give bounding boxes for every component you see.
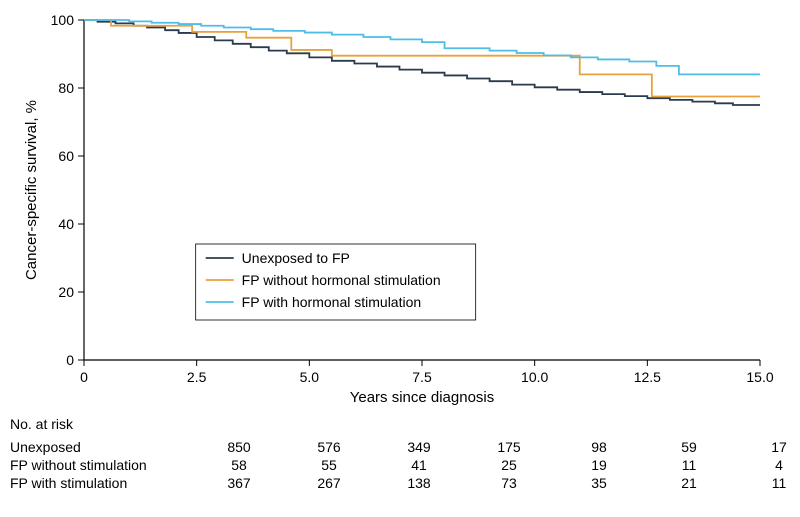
risk-cell: 367 [194, 474, 284, 492]
risk-cell: 59 [644, 438, 734, 456]
risk-table-header: No. at risk [10, 416, 790, 432]
y-tick-label: 20 [58, 284, 74, 300]
risk-cell: 349 [374, 438, 464, 456]
risk-cell: 17 [734, 438, 800, 456]
risk-cell: 175 [464, 438, 554, 456]
risk-cell: 19 [554, 456, 644, 474]
survival-chart: 0 20 40 60 80 100 Cancer-specific survival, % 0… [10, 10, 790, 410]
x-tick-label: 10.0 [521, 369, 548, 385]
risk-cell: 267 [284, 474, 374, 492]
x-tick-label: 5.0 [300, 369, 320, 385]
y-axis-label: Cancer-specific survival, % [23, 100, 40, 280]
series-fp_with [84, 20, 760, 74]
series-fp_without [84, 20, 760, 97]
series-unexposed [84, 20, 760, 105]
x-tick-label: 2.5 [187, 369, 207, 385]
risk-row: FP with stimulation36726713873352111 [10, 474, 800, 492]
risk-cell: 41 [374, 456, 464, 474]
risk-row: FP without stimulation5855412519114 [10, 456, 800, 474]
risk-cell: 4 [734, 456, 800, 474]
risk-cell: 11 [644, 456, 734, 474]
risk-cell: 11 [734, 474, 800, 492]
risk-cell: 576 [284, 438, 374, 456]
x-axis-label: Years since diagnosis [350, 389, 495, 406]
risk-cell: 21 [644, 474, 734, 492]
legend-label: FP with hormonal stimulation [242, 294, 421, 310]
risk-row: Unexposed850576349175985917 [10, 438, 800, 456]
legend-label: Unexposed to FP [242, 250, 350, 266]
y-tick-label: 60 [58, 148, 74, 164]
legend-label: FP without hormonal stimulation [242, 272, 441, 288]
risk-cell: 138 [374, 474, 464, 492]
risk-cell: 850 [194, 438, 284, 456]
risk-cell: 98 [554, 438, 644, 456]
risk-cell: 25 [464, 456, 554, 474]
x-tick-label: 0 [80, 369, 88, 385]
x-tick-label: 15.0 [746, 369, 773, 385]
x-tick-label: 12.5 [634, 369, 661, 385]
chart-svg: 0 20 40 60 80 100 Cancer-specific survival, % 0… [10, 10, 790, 410]
y-tick-label: 0 [66, 352, 74, 368]
risk-cell: 58 [194, 456, 284, 474]
risk-cell: 73 [464, 474, 554, 492]
x-tick-label: 7.5 [412, 369, 432, 385]
y-tick-label: 40 [58, 216, 74, 232]
risk-cell: 35 [554, 474, 644, 492]
risk-row-label: FP with stimulation [10, 474, 194, 492]
y-tick-label: 80 [58, 80, 74, 96]
risk-row-label: Unexposed [10, 438, 194, 456]
y-tick-label: 100 [51, 12, 75, 28]
risk-row-label: FP without stimulation [10, 456, 194, 474]
risk-table: Unexposed850576349175985917FP without st… [10, 438, 800, 492]
risk-cell: 55 [284, 456, 374, 474]
